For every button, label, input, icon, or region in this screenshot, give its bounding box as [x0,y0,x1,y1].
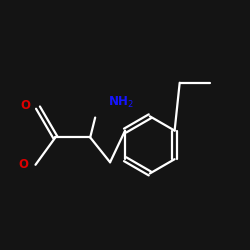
Text: O: O [20,98,30,112]
Text: NH$_2$: NH$_2$ [108,95,134,110]
Text: O: O [18,158,28,171]
